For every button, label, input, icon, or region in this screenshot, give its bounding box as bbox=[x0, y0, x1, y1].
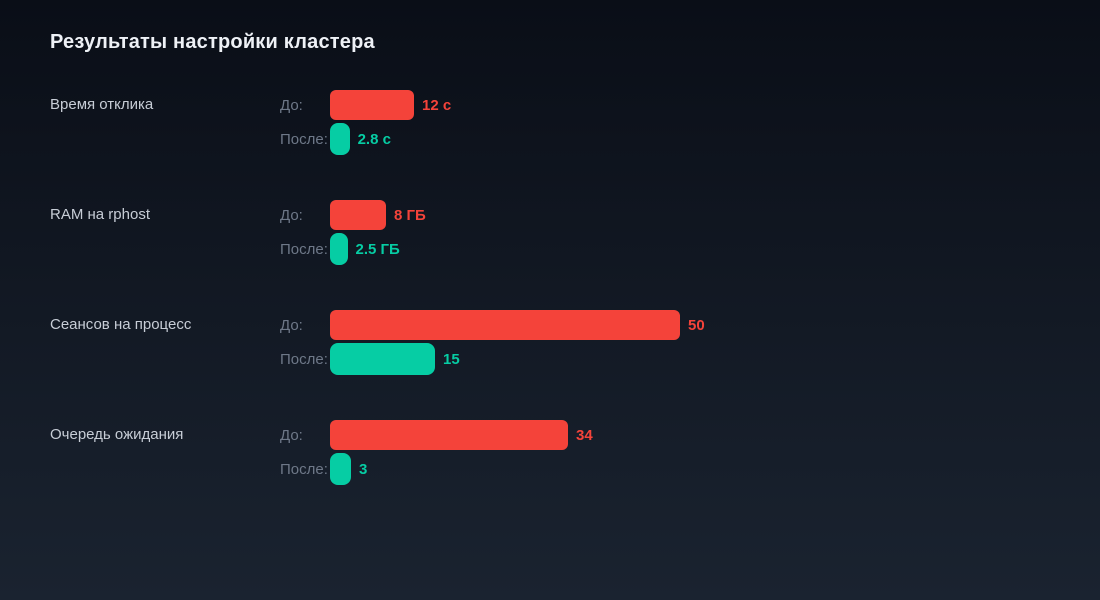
before-row: До: 12 с bbox=[280, 90, 451, 120]
bar-pair: До: 50 После: 15 bbox=[280, 310, 705, 375]
before-bar bbox=[330, 200, 386, 230]
before-label: До: bbox=[280, 316, 303, 334]
metric-label: Очередь ожидания bbox=[50, 426, 184, 443]
metric-row: Сеансов на процесс До: 50 После: 15 bbox=[50, 310, 1100, 375]
after-bar bbox=[330, 343, 435, 375]
before-value: 12 с bbox=[422, 96, 452, 114]
after-row: После: 15 bbox=[280, 343, 705, 375]
after-value: 2.8 с bbox=[357, 130, 391, 148]
after-bar bbox=[330, 123, 350, 155]
after-label: После: bbox=[280, 460, 328, 478]
metric-row: RAM на rphost До: 8 ГБ После: 2.5 ГБ bbox=[50, 200, 1100, 265]
before-bar bbox=[330, 310, 680, 340]
before-bar bbox=[330, 420, 568, 450]
after-bar bbox=[330, 233, 348, 265]
page-title: Результаты настройки кластера bbox=[50, 31, 375, 53]
after-row: После: 3 bbox=[280, 453, 593, 485]
before-bar bbox=[330, 90, 414, 120]
before-label: До: bbox=[280, 206, 303, 224]
after-value: 2.5 ГБ bbox=[355, 240, 400, 258]
before-row: До: 50 bbox=[280, 310, 705, 340]
metric-label: RAM на rphost bbox=[50, 206, 150, 223]
metrics-list: Время отклика До: 12 с После: 2.8 с RAM … bbox=[50, 90, 1100, 485]
before-value: 8 ГБ bbox=[394, 206, 426, 224]
after-label: После: bbox=[280, 240, 328, 258]
cluster-results-chart: Результаты настройки кластера Время откл… bbox=[50, 31, 1100, 485]
metric-label: Сеансов на процесс bbox=[50, 316, 192, 333]
after-row: После: 2.5 ГБ bbox=[280, 233, 426, 265]
before-value: 50 bbox=[688, 316, 705, 334]
after-label: После: bbox=[280, 350, 328, 368]
before-value: 34 bbox=[576, 426, 593, 444]
bar-pair: До: 8 ГБ После: 2.5 ГБ bbox=[280, 200, 426, 265]
metric-label: Время отклика bbox=[50, 96, 154, 113]
before-label: До: bbox=[280, 96, 303, 114]
after-value: 15 bbox=[443, 350, 460, 368]
bar-pair: До: 12 с После: 2.8 с bbox=[280, 90, 451, 155]
bar-pair: До: 34 После: 3 bbox=[280, 420, 593, 485]
after-row: После: 2.8 с bbox=[280, 123, 451, 155]
before-row: До: 34 bbox=[280, 420, 593, 450]
metric-row: Время отклика До: 12 с После: 2.8 с bbox=[50, 90, 1100, 155]
after-value: 3 bbox=[359, 460, 368, 478]
after-label: После: bbox=[280, 130, 328, 148]
before-label: До: bbox=[280, 426, 303, 444]
metric-row: Очередь ожидания До: 34 После: 3 bbox=[50, 420, 1100, 485]
before-row: До: 8 ГБ bbox=[280, 200, 426, 230]
after-bar bbox=[330, 453, 351, 485]
